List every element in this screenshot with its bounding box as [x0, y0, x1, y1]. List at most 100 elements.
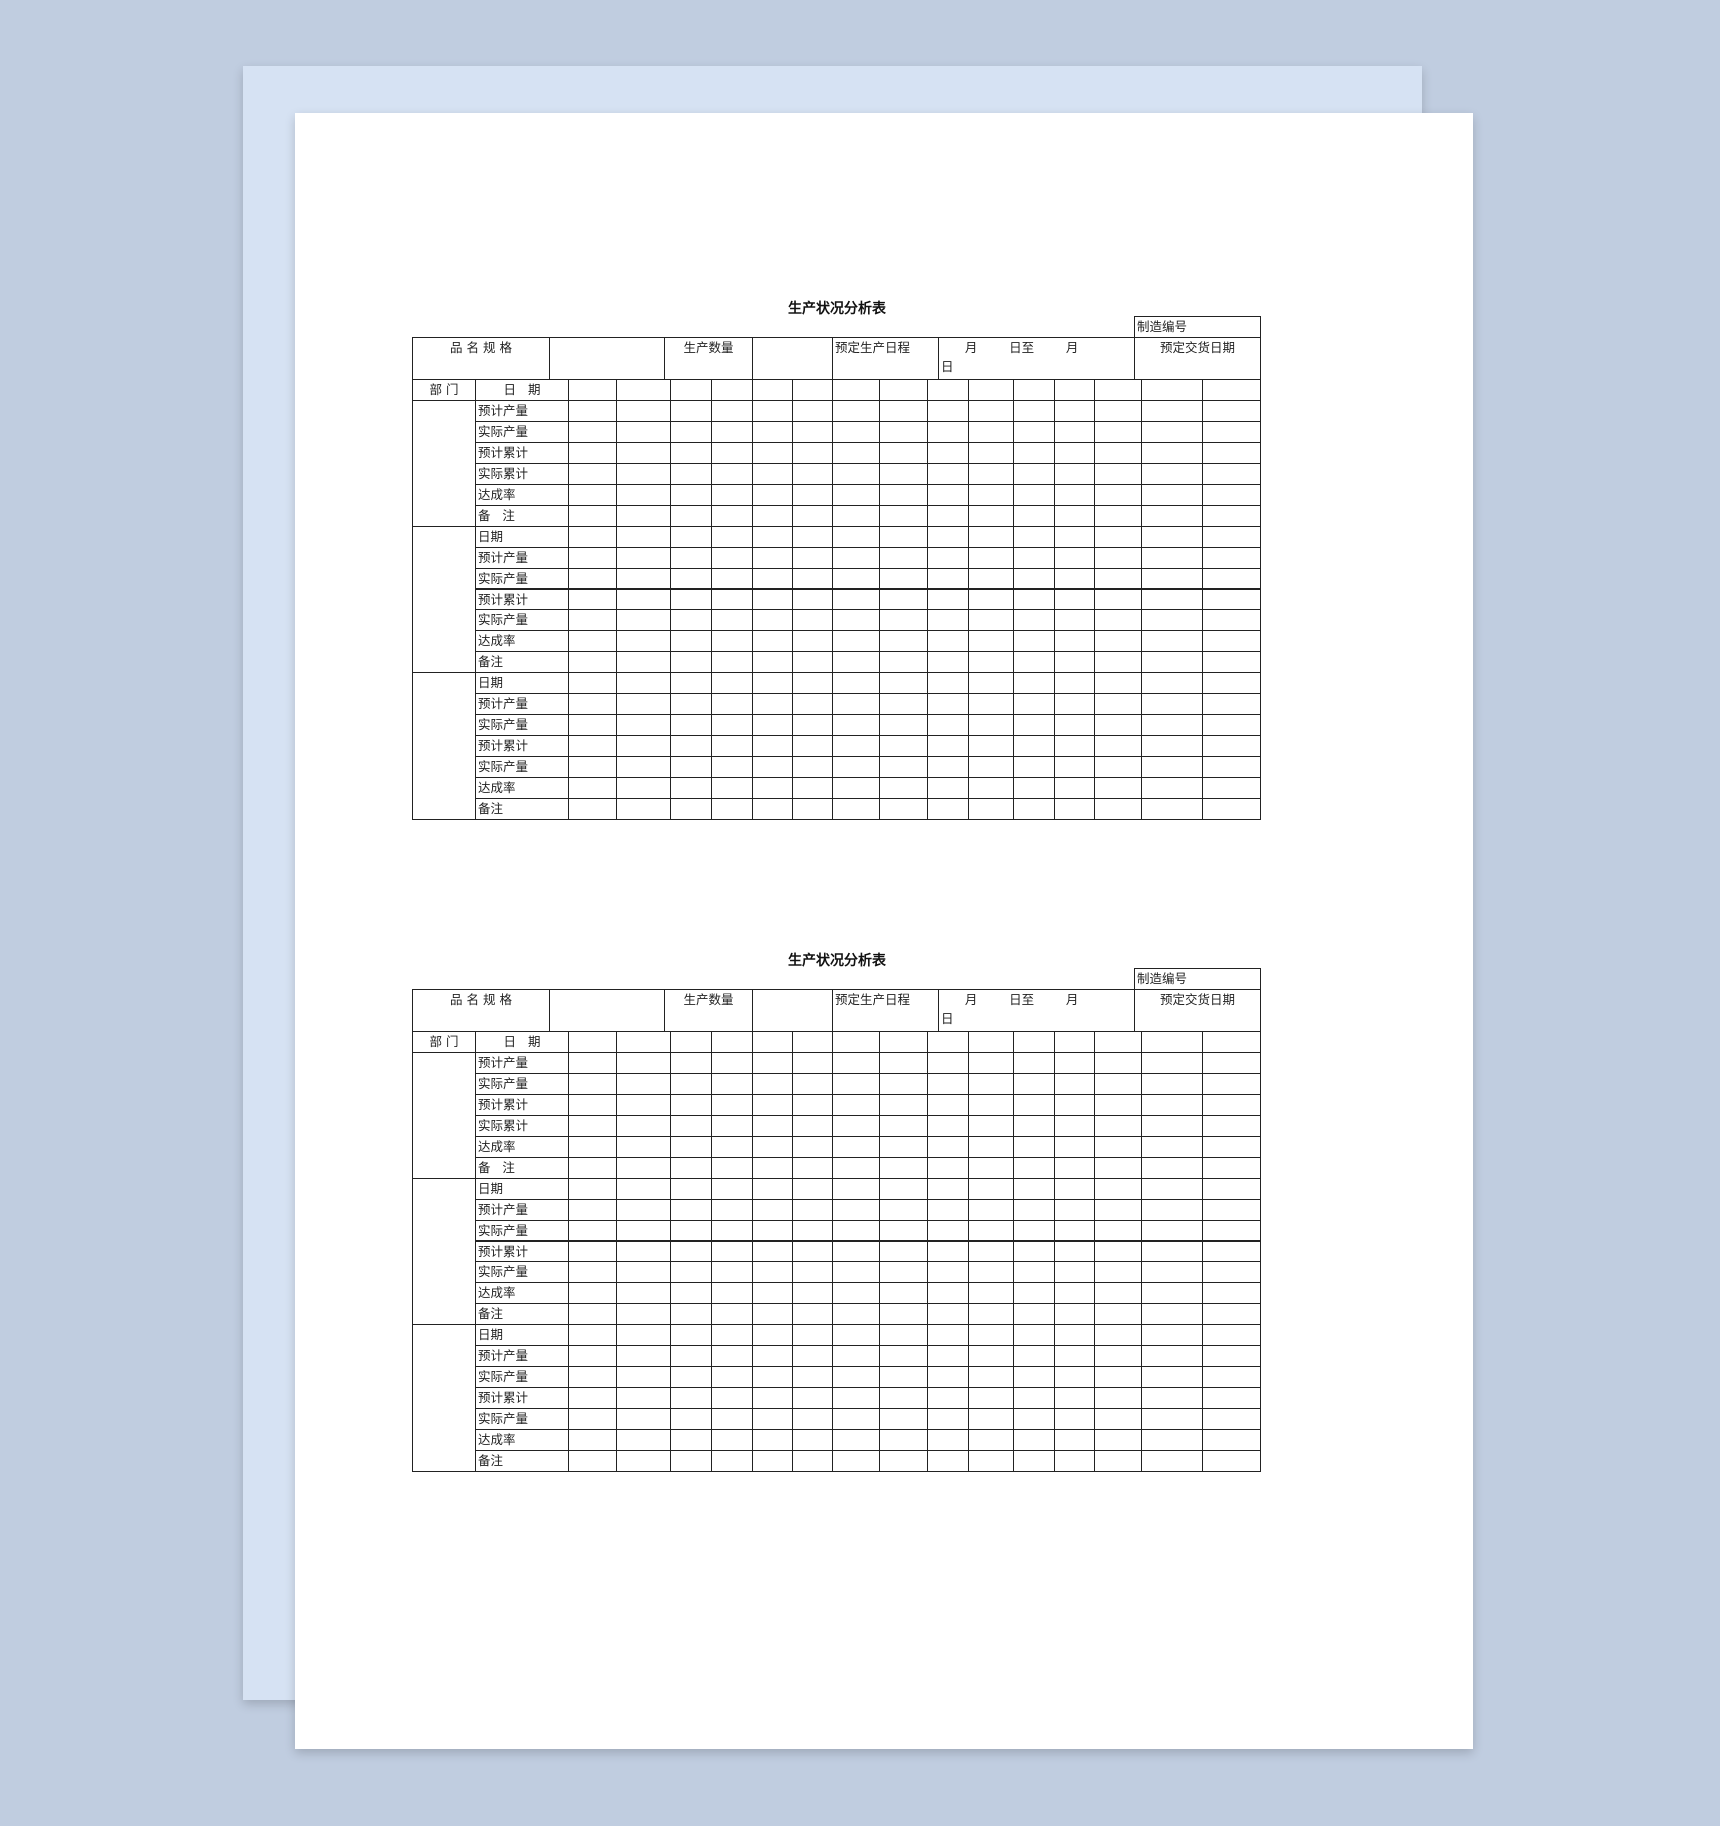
- data-cell[interactable]: [1141, 693, 1203, 716]
- data-cell[interactable]: [1141, 756, 1203, 779]
- data-cell[interactable]: [879, 735, 928, 758]
- data-cell[interactable]: [1094, 756, 1142, 779]
- data-cell[interactable]: [1054, 399, 1095, 422]
- data-cell[interactable]: [968, 1261, 1014, 1284]
- data-cell[interactable]: [616, 714, 671, 737]
- data-cell[interactable]: [832, 735, 880, 758]
- data-cell[interactable]: [616, 1324, 671, 1347]
- data-cell[interactable]: [1141, 1261, 1203, 1284]
- data-cell[interactable]: [1094, 1429, 1142, 1451]
- data-cell[interactable]: [1054, 588, 1095, 611]
- data-cell[interactable]: [968, 588, 1014, 611]
- data-cell[interactable]: [670, 630, 712, 653]
- data-cell[interactable]: [927, 672, 969, 695]
- data-cell[interactable]: [752, 1051, 793, 1074]
- schedule-value[interactable]: 月 日至 月日: [938, 337, 1135, 380]
- data-cell[interactable]: [1013, 1219, 1055, 1242]
- data-cell[interactable]: [879, 1135, 928, 1158]
- data-cell[interactable]: [1141, 399, 1203, 422]
- data-cell[interactable]: [616, 1303, 671, 1326]
- data-cell[interactable]: [670, 1408, 712, 1431]
- data-cell[interactable]: [1141, 1219, 1203, 1242]
- date-cell[interactable]: [670, 379, 712, 401]
- data-cell[interactable]: [752, 1261, 793, 1284]
- data-cell[interactable]: [1013, 1408, 1055, 1431]
- data-cell[interactable]: [616, 777, 671, 799]
- data-cell[interactable]: [670, 1051, 712, 1074]
- data-cell[interactable]: [968, 399, 1014, 422]
- data-cell[interactable]: [1013, 1093, 1055, 1116]
- data-cell[interactable]: [927, 462, 969, 485]
- data-cell[interactable]: [1054, 693, 1095, 716]
- data-cell[interactable]: [752, 1114, 793, 1137]
- data-cell[interactable]: [616, 462, 671, 485]
- data-cell[interactable]: [968, 1450, 1014, 1472]
- data-cell[interactable]: [1013, 1429, 1055, 1451]
- data-cell[interactable]: [792, 672, 833, 695]
- data-cell[interactable]: [752, 651, 793, 674]
- data-cell[interactable]: [1013, 420, 1055, 443]
- data-cell[interactable]: [792, 651, 833, 674]
- data-cell[interactable]: [968, 609, 1014, 632]
- data-cell[interactable]: [1141, 588, 1203, 611]
- data-cell[interactable]: [752, 1345, 793, 1368]
- data-cell[interactable]: [1094, 399, 1142, 422]
- data-cell[interactable]: [792, 1219, 833, 1242]
- data-cell[interactable]: [879, 546, 928, 569]
- data-cell[interactable]: [1054, 1072, 1095, 1095]
- date-cell[interactable]: [879, 1031, 928, 1053]
- data-cell[interactable]: [792, 1282, 833, 1305]
- date-cell[interactable]: [1094, 379, 1142, 401]
- data-cell[interactable]: [792, 1135, 833, 1158]
- data-cell[interactable]: [670, 1135, 712, 1158]
- data-cell[interactable]: [752, 1429, 793, 1451]
- data-cell[interactable]: [1094, 420, 1142, 443]
- data-cell[interactable]: [616, 567, 671, 590]
- data-cell[interactable]: [1054, 483, 1095, 506]
- data-cell[interactable]: [968, 693, 1014, 716]
- data-cell[interactable]: [792, 462, 833, 485]
- data-cell[interactable]: [1202, 1282, 1261, 1305]
- data-cell[interactable]: [968, 1093, 1014, 1116]
- data-cell[interactable]: [568, 1282, 617, 1305]
- data-cell[interactable]: [832, 672, 880, 695]
- data-cell[interactable]: [752, 525, 793, 548]
- data-cell[interactable]: [616, 651, 671, 674]
- data-cell[interactable]: [568, 1303, 617, 1326]
- data-cell[interactable]: [968, 777, 1014, 799]
- data-cell[interactable]: [1094, 714, 1142, 737]
- data-cell[interactable]: [752, 798, 793, 820]
- data-cell[interactable]: [832, 1345, 880, 1368]
- data-cell[interactable]: [1202, 441, 1261, 464]
- data-cell[interactable]: [968, 1429, 1014, 1451]
- data-cell[interactable]: [1013, 1324, 1055, 1347]
- data-cell[interactable]: [879, 1240, 928, 1263]
- data-cell[interactable]: [670, 567, 712, 590]
- data-cell[interactable]: [616, 1261, 671, 1284]
- data-cell[interactable]: [670, 714, 712, 737]
- data-cell[interactable]: [879, 567, 928, 590]
- data-cell[interactable]: [711, 1219, 753, 1242]
- data-cell[interactable]: [927, 1261, 969, 1284]
- data-cell[interactable]: [1054, 462, 1095, 485]
- date-cell[interactable]: [670, 1031, 712, 1053]
- data-cell[interactable]: [879, 1282, 928, 1305]
- data-cell[interactable]: [1013, 1450, 1055, 1472]
- data-cell[interactable]: [879, 756, 928, 779]
- data-cell[interactable]: [568, 1156, 617, 1179]
- data-cell[interactable]: [616, 441, 671, 464]
- data-cell[interactable]: [568, 1177, 617, 1200]
- data-cell[interactable]: [927, 546, 969, 569]
- data-cell[interactable]: [927, 1303, 969, 1326]
- data-cell[interactable]: [1054, 651, 1095, 674]
- data-cell[interactable]: [879, 1324, 928, 1347]
- data-cell[interactable]: [1054, 609, 1095, 632]
- data-cell[interactable]: [1141, 1051, 1203, 1074]
- data-cell[interactable]: [1013, 504, 1055, 527]
- data-cell[interactable]: [832, 504, 880, 527]
- data-cell[interactable]: [1202, 693, 1261, 716]
- data-cell[interactable]: [711, 672, 753, 695]
- data-cell[interactable]: [616, 546, 671, 569]
- data-cell[interactable]: [927, 1219, 969, 1242]
- data-cell[interactable]: [968, 630, 1014, 653]
